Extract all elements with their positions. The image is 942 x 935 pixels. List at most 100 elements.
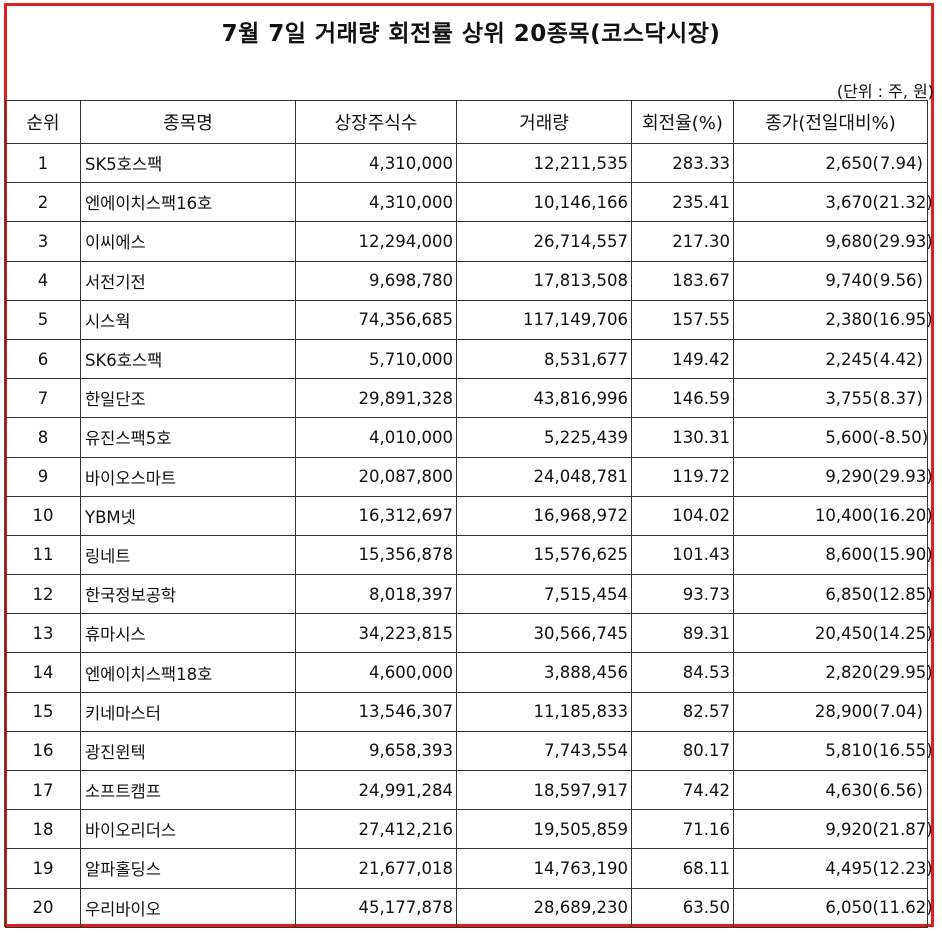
turnover-cell: 68.11 <box>631 848 734 889</box>
change-percent: 16.95) <box>879 310 933 330</box>
close-price: 20,450( <box>814 623 879 643</box>
rank-cell: 12 <box>5 574 81 615</box>
rank-cell: 10 <box>5 495 81 536</box>
close-price-cell: 5,810(16.55) <box>733 730 933 772</box>
change-percent: -8.50) <box>879 427 929 447</box>
stock-name-cell: 시스웍 <box>80 299 296 340</box>
turnover-cell: 84.53 <box>631 652 734 693</box>
table-row: 17 소프트캠프 24,991,284 18,597,917 74.42 4,630(6.… <box>5 769 928 811</box>
col-header-turnover: 회전율(%) <box>631 100 734 144</box>
rank-cell: 16 <box>5 730 81 772</box>
close-price: 6,050( <box>825 898 879 918</box>
rank-cell: 20 <box>5 887 81 928</box>
change-percent: 8.37) <box>879 388 923 408</box>
rank-cell: 14 <box>5 652 81 693</box>
page-title: 7월 7일 거래량 회전률 상위 20종목(코스닥시장) <box>221 21 721 47</box>
change-percent: 21.32) <box>879 192 933 212</box>
volume-cell: 19,505,859 <box>456 809 632 850</box>
turnover-cell: 71.16 <box>631 809 734 850</box>
col-header-volume: 거래량 <box>456 100 632 144</box>
table-row: 14 엔에이치스팩18호 4,600,000 3,888,456 84.53 2,820(… <box>5 652 933 693</box>
table-row: 13 휴마시스 34,223,815 30,566,745 89.31 20,450(14… <box>5 613 933 654</box>
turnover-cell: 93.73 <box>631 574 734 615</box>
table-row: 7 한일단조 29,891,328 43,816,996 146.59 3,755(8.3… <box>5 378 928 419</box>
volume-cell: 18,597,917 <box>456 769 632 811</box>
listed-shares-cell: 16,312,697 <box>295 495 457 536</box>
turnover-cell: 149.42 <box>631 338 734 380</box>
change-percent: 29.93) <box>879 467 933 487</box>
close-price: 8,600( <box>825 545 879 565</box>
rank-cell: 18 <box>5 809 81 850</box>
table-row: 1 SK5호스팩 4,310,000 12,211,535 283.33 2,650(7.… <box>5 142 928 184</box>
table-header-row: 순위 종목명 상장주식수 거래량 회전율(%) 종가(전일대비%) <box>5 100 928 144</box>
volume-cell: 7,515,454 <box>456 574 632 615</box>
table-row: 16 광진윈텍 9,658,393 7,743,554 80.17 5,810(16.55… <box>5 730 933 772</box>
close-price-cell: 28,900(7.04) <box>733 691 928 732</box>
volume-cell: 7,743,554 <box>456 730 632 772</box>
rank-cell: 6 <box>5 338 81 380</box>
volume-cell: 16,968,972 <box>456 495 632 536</box>
stock-name-cell: 엔에이치스팩16호 <box>80 182 296 223</box>
volume-cell: 17,813,508 <box>456 260 632 301</box>
rank-cell: 4 <box>5 260 81 301</box>
stock-name-cell: 알파홀딩스 <box>80 848 296 889</box>
rank-cell: 19 <box>5 848 81 889</box>
volume-cell: 11,185,833 <box>456 691 632 732</box>
table-row: 3 이씨에스 12,294,000 26,714,557 217.30 9,680(29.… <box>5 221 933 262</box>
turnover-cell: 80.17 <box>631 730 734 772</box>
volume-cell: 43,816,996 <box>456 378 632 419</box>
rank-cell: 11 <box>5 534 81 576</box>
close-price: 9,740( <box>825 271 879 291</box>
turnover-cell: 235.41 <box>631 182 734 223</box>
listed-shares-cell: 34,223,815 <box>295 613 457 654</box>
listed-shares-cell: 4,600,000 <box>295 652 457 693</box>
listed-shares-cell: 24,991,284 <box>295 769 457 811</box>
listed-shares-cell: 21,677,018 <box>295 848 457 889</box>
volume-cell: 28,689,230 <box>456 887 632 928</box>
change-percent: 16.20) <box>879 506 933 526</box>
listed-shares-cell: 45,177,878 <box>295 887 457 928</box>
col-header-name: 종목명 <box>80 100 296 144</box>
rank-cell: 15 <box>5 691 81 732</box>
change-percent: 7.04) <box>879 702 923 722</box>
close-price: 5,810( <box>825 741 879 761</box>
change-percent: 6.56) <box>879 780 923 800</box>
change-percent: 21.87) <box>879 819 933 839</box>
close-price: 9,680( <box>825 231 879 251</box>
table-row: 11 링네트 15,356,878 15,576,625 101.43 8,600(15.… <box>5 534 933 576</box>
volume-cell: 12,211,535 <box>456 142 632 184</box>
volume-cell: 24,048,781 <box>456 456 632 497</box>
stock-name-cell: 휴마시스 <box>80 613 296 654</box>
change-percent: 12.23) <box>879 858 933 878</box>
close-price-cell: 9,290(29.93) <box>733 456 933 497</box>
change-percent: 29.93) <box>879 231 933 251</box>
close-price-cell: 8,600(15.90) <box>733 534 933 576</box>
close-price-cell: 2,650(7.94) <box>733 142 928 184</box>
listed-shares-cell: 9,658,393 <box>295 730 457 772</box>
listed-shares-cell: 4,310,000 <box>295 142 457 184</box>
stock-name-cell: SK6호스팩 <box>80 338 296 380</box>
close-price-cell: 20,450(14.25) <box>733 613 933 654</box>
listed-shares-cell: 15,356,878 <box>295 534 457 576</box>
table-body: 1 SK5호스팩 4,310,000 12,211,535 283.33 2,650(7.… <box>5 142 933 928</box>
volume-cell: 14,763,190 <box>456 848 632 889</box>
table-row: 6 SK6호스팩 5,710,000 8,531,677 149.42 2,245(4.4… <box>5 338 928 380</box>
turnover-cell: 74.42 <box>631 769 734 811</box>
close-price-cell: 9,740(9.56) <box>733 260 928 301</box>
stock-name-cell: SK5호스팩 <box>80 142 296 184</box>
volume-cell: 8,531,677 <box>456 338 632 380</box>
close-price-cell: 2,380(16.95) <box>733 299 933 340</box>
listed-shares-cell: 8,018,397 <box>295 574 457 615</box>
volume-cell: 5,225,439 <box>456 417 632 458</box>
listed-shares-cell: 74,356,685 <box>295 299 457 340</box>
close-price: 3,755( <box>825 388 879 408</box>
volume-cell: 30,566,745 <box>456 613 632 654</box>
stock-name-cell: 서전기전 <box>80 260 296 301</box>
stock-name-cell: 키네마스터 <box>80 691 296 732</box>
table-row: 19 알파홀딩스 21,677,018 14,763,190 68.11 4,495(12… <box>5 848 933 889</box>
rank-cell: 8 <box>5 417 81 458</box>
listed-shares-cell: 4,310,000 <box>295 182 457 223</box>
stock-name-cell: 한국정보공학 <box>80 574 296 615</box>
table-row: 2 엔에이치스팩16호 4,310,000 10,146,166 235.41 3,670… <box>5 182 933 223</box>
close-price-cell: 3,755(8.37) <box>733 378 928 419</box>
